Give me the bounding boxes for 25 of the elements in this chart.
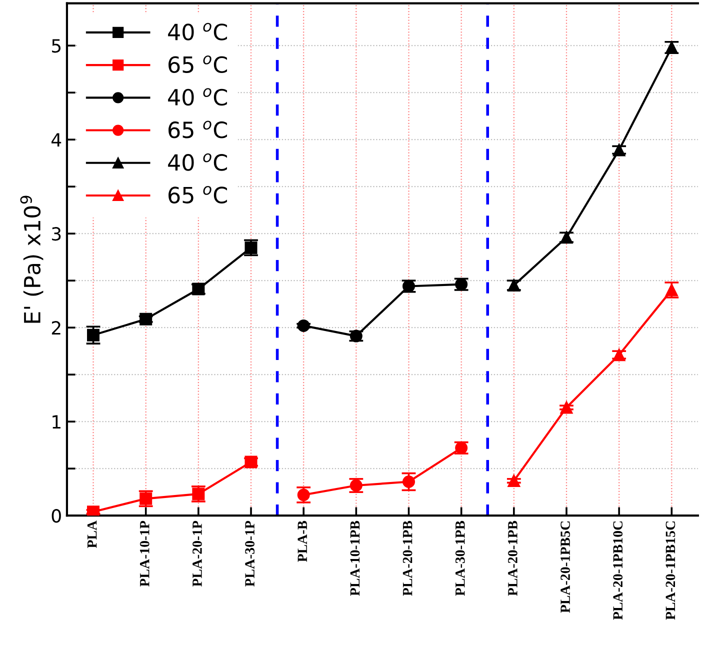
x-tick-label: PLA-20-1P bbox=[192, 520, 202, 587]
x-tick-label: PLA-20-1PB5C bbox=[560, 522, 570, 613]
legend-label: 40 $^{o}$C bbox=[168, 88, 227, 106]
x-tick-label: PLA-30-1PB bbox=[455, 520, 465, 596]
x-tick-label: PLA-20-1PB15C bbox=[666, 522, 676, 620]
y-tick-label: 3 bbox=[52, 227, 61, 241]
y-axis-title: E' (Pa) x10$^{9}$ bbox=[20, 196, 44, 323]
x-tick-label: PLA-20-1PB bbox=[508, 520, 518, 596]
x-tick-label: PLA-20-1PB bbox=[402, 520, 412, 596]
x-tick-label: PLA-30-1P bbox=[245, 520, 254, 587]
y-tick-label: 2 bbox=[52, 321, 60, 334]
legend-label: 40 $^{o}$C bbox=[168, 22, 227, 40]
x-tick-label: PLA-B bbox=[298, 520, 307, 562]
y-tick-label: 4 bbox=[52, 133, 62, 146]
legend-label: 65 $^{o}$C bbox=[168, 55, 227, 74]
x-tick-label: PLA-10-1P bbox=[140, 520, 150, 587]
y-tick-label: 1 bbox=[52, 415, 60, 428]
y-tick-label: 0 bbox=[52, 509, 61, 523]
y-tick-label: 5 bbox=[52, 39, 61, 53]
x-tick-label: PLA bbox=[87, 520, 97, 548]
x-tick-label: PLA-20-1PB10C bbox=[613, 522, 623, 620]
x-tick-label: PLA-10-1PB bbox=[350, 520, 360, 596]
legend-label: 40 $^{o}$C bbox=[168, 153, 227, 171]
legend-label: 65 $^{o}$C bbox=[168, 120, 227, 138]
legend-label: 65 $^{o}$C bbox=[168, 186, 227, 204]
